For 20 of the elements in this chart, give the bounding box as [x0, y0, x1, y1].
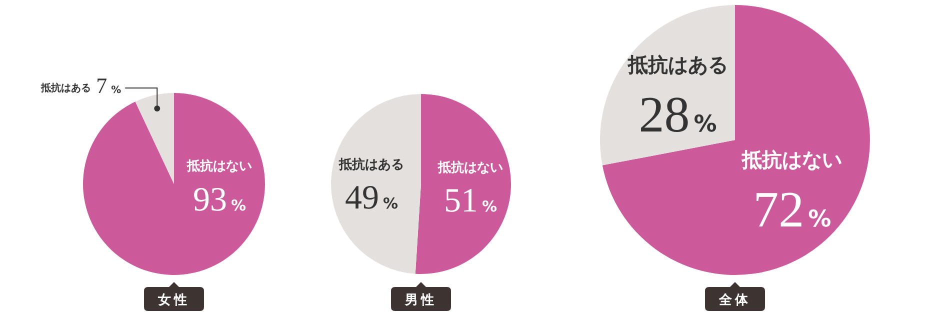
data-label: 51% [444, 182, 497, 220]
data-label: 93% [192, 181, 246, 218]
slice-label: 抵抗はない [436, 160, 503, 176]
slice-label: 抵抗はない [741, 147, 842, 172]
slice-label: 抵抗はある [338, 156, 404, 172]
slice-label: 抵抗はある [40, 82, 92, 94]
text: 女性 [157, 293, 190, 308]
data-label: 28% [638, 88, 717, 144]
data-label: 72% [753, 182, 832, 238]
slice-label: 抵抗はある [626, 52, 728, 77]
slice-label: 抵抗はない [186, 158, 252, 174]
pie-slice [83, 93, 265, 275]
data-label: 7% [96, 73, 122, 98]
text: 男性 [404, 293, 437, 308]
pie-slice [602, 5, 870, 275]
pie-slice [415, 94, 511, 274]
data-label: 49% [345, 179, 398, 216]
pie-slice [331, 94, 421, 274]
pie-slice [135, 93, 174, 184]
text: 全体 [718, 293, 751, 308]
